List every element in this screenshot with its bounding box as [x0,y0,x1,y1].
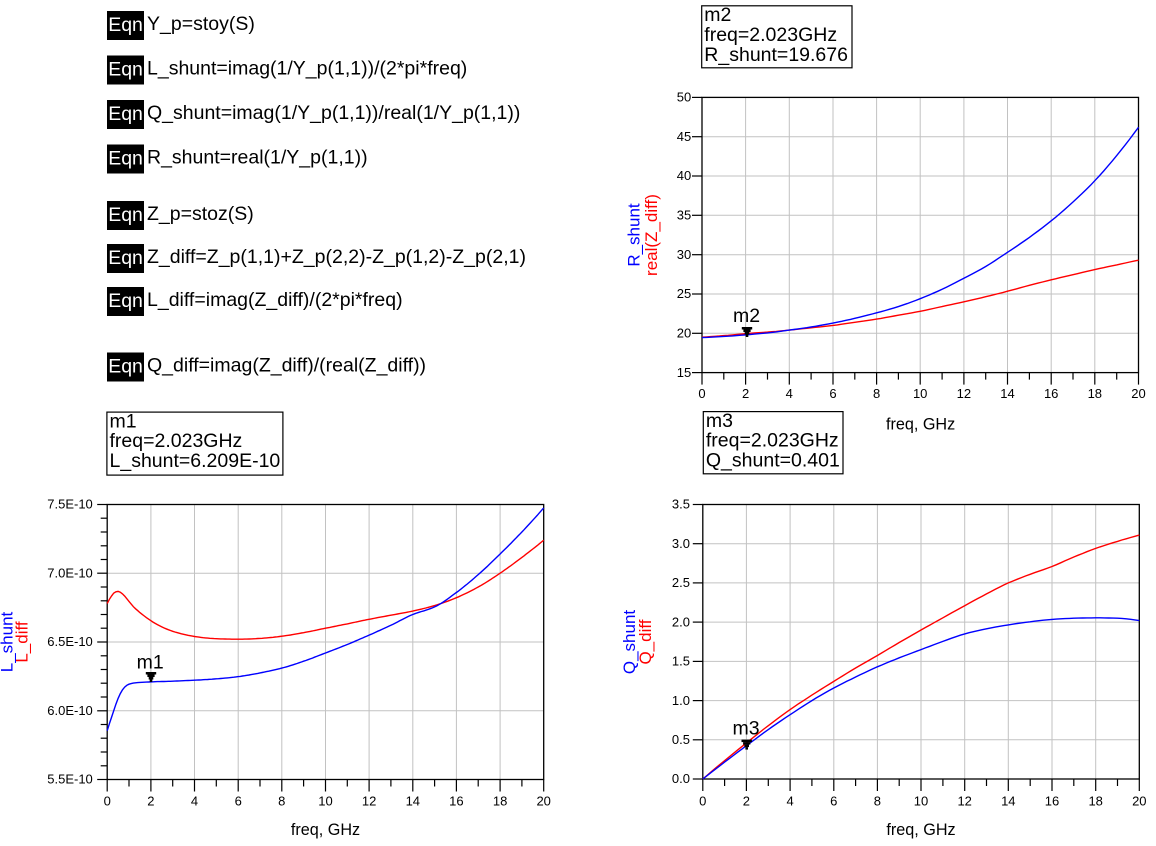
svg-text:R_shunt=19.676: R_shunt=19.676 [704,44,848,66]
svg-text:50: 50 [677,90,691,105]
svg-text:Z_diff=Z_p(1,1)+Z_p(2,2)-Z_p(1: Z_diff=Z_p(1,1)+Z_p(2,2)-Z_p(1,2)-Z_p(2,… [147,246,526,268]
svg-text:Eqn: Eqn [108,103,143,125]
svg-text:6: 6 [830,794,837,809]
svg-text:8: 8 [874,794,881,809]
svg-text:20: 20 [1132,794,1146,809]
svg-text:L_shunt: L_shunt [0,611,17,672]
svg-text:18: 18 [493,794,507,809]
svg-text:real(Z_diff): real(Z_diff) [642,194,661,276]
svg-text:Eqn: Eqn [108,204,143,226]
svg-text:Y_p=stoy(S): Y_p=stoy(S) [147,13,255,35]
svg-text:8: 8 [873,386,880,401]
svg-text:m2: m2 [704,4,731,26]
svg-text:Eqn: Eqn [108,148,143,170]
svg-text:Q_shunt: Q_shunt [620,610,639,675]
svg-text:2: 2 [147,794,154,809]
svg-text:4: 4 [786,794,793,809]
svg-text:m3: m3 [732,717,759,739]
svg-text:R_shunt=real(1/Y_p(1,1)): R_shunt=real(1/Y_p(1,1)) [147,146,368,168]
svg-text:10: 10 [914,794,928,809]
svg-text:2: 2 [743,794,750,809]
svg-text:12: 12 [957,386,971,401]
svg-text:4: 4 [191,794,198,809]
svg-text:L_shunt=6.209E-10: L_shunt=6.209E-10 [110,450,281,472]
svg-text:Q_shunt=imag(1/Y_p(1,1))/real(: Q_shunt=imag(1/Y_p(1,1))/real(1/Y_p(1,1)… [147,102,520,124]
svg-text:3.0: 3.0 [672,536,690,551]
svg-text:40: 40 [677,168,691,183]
svg-text:Z_p=stoz(S): Z_p=stoz(S) [147,203,254,225]
svg-text:Q_shunt=0.401: Q_shunt=0.401 [706,450,840,472]
svg-text:16: 16 [449,794,463,809]
svg-text:20: 20 [536,794,550,809]
svg-text:30: 30 [677,247,691,262]
svg-text:5.5E-10: 5.5E-10 [47,772,93,787]
svg-text:Eqn: Eqn [108,356,143,378]
svg-text:15: 15 [677,365,691,380]
svg-text:R_shunt: R_shunt [625,203,644,267]
svg-text:6.5E-10: 6.5E-10 [47,634,93,649]
svg-text:1.0: 1.0 [672,693,690,708]
svg-text:1.5: 1.5 [672,654,690,669]
svg-text:0: 0 [104,794,111,809]
svg-text:Eqn: Eqn [108,247,143,269]
svg-text:4: 4 [786,386,793,401]
svg-text:2.5: 2.5 [672,575,690,590]
svg-text:L_shunt=imag(1/Y_p(1,1))/(2*pi: L_shunt=imag(1/Y_p(1,1))/(2*pi*freq) [147,57,467,79]
svg-text:m1: m1 [137,651,164,673]
svg-text:Eqn: Eqn [108,290,143,312]
svg-text:Eqn: Eqn [108,59,143,81]
svg-text:freq, GHz: freq, GHz [886,821,955,839]
svg-text:14: 14 [406,794,420,809]
svg-text:L_diff: L_diff [13,621,32,663]
svg-text:20: 20 [1131,386,1145,401]
svg-text:18: 18 [1088,794,1102,809]
svg-text:14: 14 [1001,794,1015,809]
svg-text:m1: m1 [110,410,137,432]
svg-text:18: 18 [1088,386,1102,401]
svg-text:0.0: 0.0 [672,771,690,786]
svg-text:freq, GHz: freq, GHz [886,416,955,434]
svg-text:0: 0 [699,794,706,809]
svg-text:16: 16 [1045,794,1059,809]
svg-text:Q_diff=imag(Z_diff)/(real(Z_di: Q_diff=imag(Z_diff)/(real(Z_diff)) [147,354,426,376]
svg-text:12: 12 [362,794,376,809]
svg-text:25: 25 [677,286,691,301]
svg-text:10: 10 [318,794,332,809]
svg-text:m2: m2 [733,305,760,327]
svg-text:freq=2.023GHz: freq=2.023GHz [704,24,837,46]
svg-text:3.5: 3.5 [672,497,690,512]
svg-text:2.0: 2.0 [672,614,690,629]
svg-text:freq, GHz: freq, GHz [291,821,360,839]
svg-text:2: 2 [742,386,749,401]
svg-text:7.5E-10: 7.5E-10 [47,497,93,512]
svg-text:0: 0 [698,386,705,401]
svg-text:6: 6 [235,794,242,809]
svg-text:freq=2.023GHz: freq=2.023GHz [110,430,243,452]
svg-text:20: 20 [677,326,691,341]
svg-text:8: 8 [278,794,285,809]
svg-text:12: 12 [957,794,971,809]
svg-text:35: 35 [677,208,691,223]
svg-text:Q_diff: Q_diff [636,619,655,664]
svg-text:Eqn: Eqn [108,14,143,36]
svg-text:10: 10 [913,386,927,401]
svg-text:7.0E-10: 7.0E-10 [47,566,93,581]
svg-text:6: 6 [829,386,836,401]
svg-text:freq=2.023GHz: freq=2.023GHz [706,430,839,452]
svg-text:45: 45 [677,129,691,144]
svg-text:0.5: 0.5 [672,732,690,747]
svg-text:14: 14 [1000,386,1014,401]
svg-text:16: 16 [1044,386,1058,401]
svg-text:6.0E-10: 6.0E-10 [47,703,93,718]
svg-text:m3: m3 [706,410,733,432]
svg-text:L_diff=imag(Z_diff)/(2*pi*freq: L_diff=imag(Z_diff)/(2*pi*freq) [147,289,403,311]
